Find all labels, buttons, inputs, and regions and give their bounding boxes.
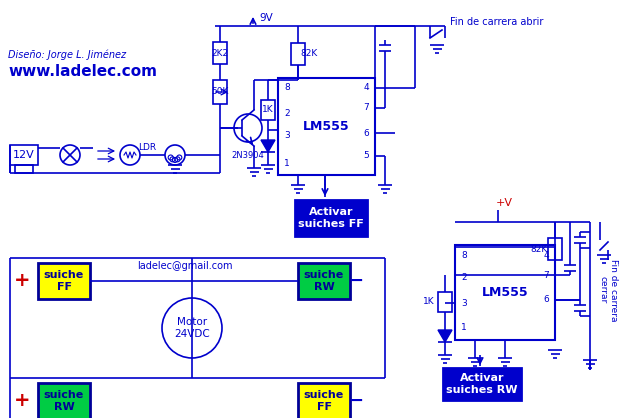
Bar [213,42,227,64]
Text: +V: +V [496,198,513,208]
Text: 9V: 9V [259,13,273,23]
Text: 2K2: 2K2 [211,48,229,58]
Text: 2N3904: 2N3904 [232,150,264,160]
Text: Activar
suiches RW: Activar suiches RW [446,373,518,395]
Text: Diseño: Jorge L. Jiménez: Diseño: Jorge L. Jiménez [8,50,126,60]
Bar [10,145,38,165]
Bar [438,292,452,312]
Text: 7: 7 [363,104,369,112]
Text: 1: 1 [284,158,290,168]
Text: suiche
FF: suiche FF [304,390,344,412]
Bar [261,100,275,120]
Text: 1: 1 [461,323,467,331]
Text: suiche
FF: suiche FF [44,270,84,292]
Text: 2: 2 [284,109,290,117]
Text: 1K: 1K [262,105,274,115]
Text: −: − [348,392,363,410]
Text: Motor
24VDC: Motor 24VDC [174,317,210,339]
Text: Activar
suiches FF: Activar suiches FF [298,207,364,229]
Bar [291,43,305,65]
Bar [455,245,555,340]
Text: 5: 5 [363,151,369,161]
Text: 7: 7 [543,270,549,280]
Text: 4: 4 [363,84,369,92]
Bar [298,383,350,418]
Bar [295,200,367,236]
Text: +: + [14,392,30,410]
Text: 82K: 82K [300,49,317,59]
Text: 3: 3 [284,132,290,140]
Text: 1K: 1K [423,298,435,306]
Text: +: + [14,272,30,291]
Text: 6: 6 [543,296,549,304]
Text: ladelec@gmail.com: ladelec@gmail.com [137,261,232,271]
Text: 8: 8 [284,84,290,92]
Text: 4: 4 [543,250,549,260]
Bar [38,263,90,299]
Text: www.ladelec.com: www.ladelec.com [8,64,157,79]
Polygon shape [261,140,275,152]
Text: LM555: LM555 [482,286,528,299]
Bar [548,238,562,260]
Bar [298,263,350,299]
Text: suiche
RW: suiche RW [44,390,84,412]
Polygon shape [438,330,452,342]
Text: 6: 6 [363,128,369,138]
Text: Fin de carrera abrir: Fin de carrera abrir [450,17,543,27]
Bar [213,80,227,104]
Text: 8: 8 [461,250,467,260]
Text: 82K: 82K [531,245,548,253]
Text: 12V: 12V [13,150,35,160]
Bar [38,383,90,418]
Bar [278,78,375,175]
Text: suiche
RW: suiche RW [304,270,344,292]
Bar [443,368,521,400]
Text: LM555: LM555 [303,120,350,133]
Text: 3: 3 [461,298,467,308]
Text: Fin de carrera
cerrar: Fin de carrera cerrar [598,259,618,321]
Text: −: − [348,272,363,290]
Bar [15,165,33,173]
Text: LDR: LDR [138,143,156,153]
Text: 50K: 50K [211,87,229,97]
Text: 2: 2 [461,273,467,283]
